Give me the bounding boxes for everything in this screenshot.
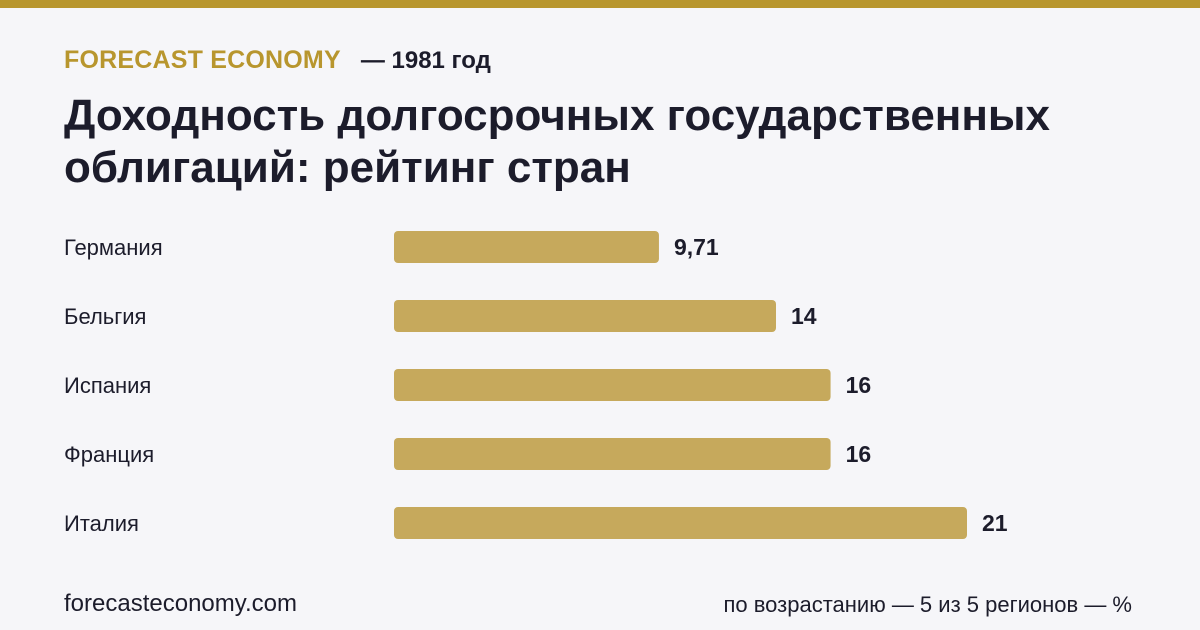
brand-name: FORECAST ECONOMY [64,46,341,74]
year-label: — 1981 год [360,47,491,74]
bar [394,369,831,401]
value-label: 16 [846,372,872,398]
value-label: 9,71 [674,234,719,260]
bar [394,300,776,332]
footer-note: по возрастанию — 5 из 5 регионов — % [723,592,1132,617]
value-label: 16 [846,441,872,467]
header: FORECAST ECONOMY — 1981 год [64,46,491,75]
chart-title: Доходность долгосрочных государственных … [64,91,1050,192]
value-label: 21 [982,510,1008,536]
bar [394,507,967,539]
value-label: 14 [791,303,817,329]
category-label: Италия [64,511,139,536]
top-accent-stripe [0,0,1200,8]
category-label: Испания [64,373,151,398]
category-label: Бельгия [64,304,146,329]
bar [394,438,831,470]
footer-site: forecasteconomy.com [64,590,297,617]
category-label: Германия [64,235,163,260]
category-label: Франция [64,442,154,467]
bar [394,231,659,263]
